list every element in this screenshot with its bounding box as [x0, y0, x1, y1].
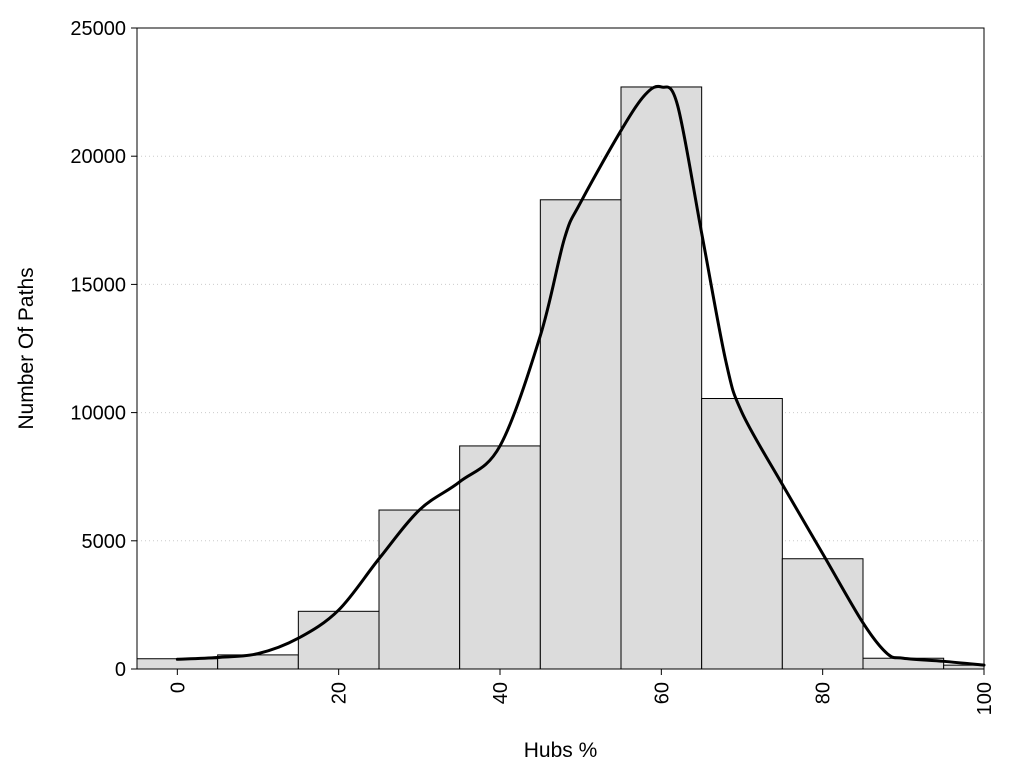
x-axis-ticks: 0 20 40 60 80 100 — [167, 669, 996, 715]
x-tick-label-60: 60 — [651, 682, 673, 704]
y-tick-label-5000: 5000 — [82, 531, 127, 553]
y-tick-label-20000: 20000 — [70, 146, 126, 168]
x-tick-label-100: 100 — [974, 682, 996, 715]
bar-60 — [620, 86, 703, 670]
x-tick-label-20: 20 — [329, 682, 351, 704]
bar-30 — [378, 509, 461, 670]
density-curve-line — [175, 84, 986, 667]
y-tick-label-10000: 10000 — [70, 403, 126, 425]
x-tick-label-80: 80 — [813, 682, 835, 704]
x-tick-label-0: 0 — [167, 682, 189, 693]
bar-70 — [701, 397, 783, 670]
y-tick-label-15000: 15000 — [70, 274, 126, 296]
bar-80 — [781, 558, 864, 670]
bar-50 — [539, 199, 622, 670]
y-axis-ticks: 0 5000 10000 15000 20000 25000 — [70, 18, 137, 681]
plot-frame — [136, 27, 985, 670]
y-tick-label-25000: 25000 — [70, 18, 126, 40]
y-tick-label-0: 0 — [115, 659, 126, 681]
density-curve — [175, 84, 986, 667]
x-tick-label-40: 40 — [490, 682, 512, 704]
bar-20 — [297, 610, 380, 670]
histogram-bars — [136, 86, 985, 670]
y-axis-label: Number Of Paths — [15, 267, 38, 429]
bar-40 — [459, 445, 541, 670]
x-axis-label: Hubs % — [524, 739, 598, 762]
